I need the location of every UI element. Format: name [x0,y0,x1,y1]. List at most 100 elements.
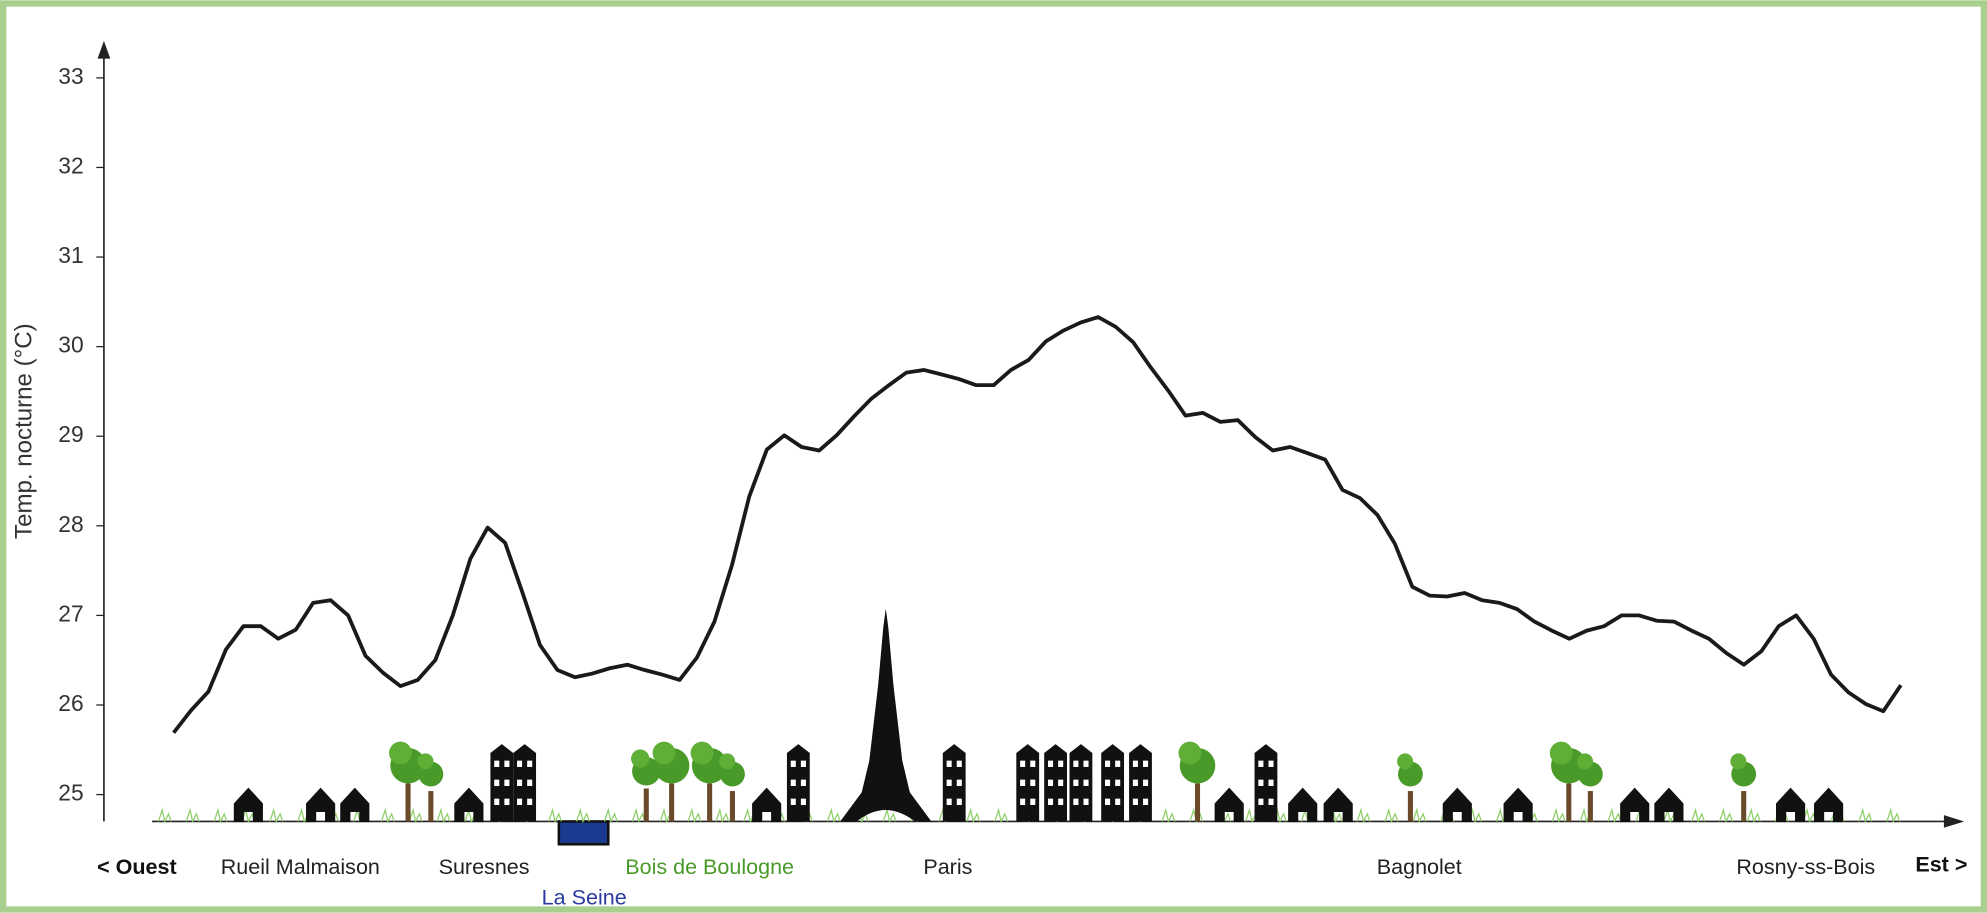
place-label: Rueil Malmaison [221,855,380,879]
house-icon [1654,787,1684,823]
house-icon [1620,787,1650,823]
grass [380,807,395,824]
building-icon [1016,744,1040,822]
building-icon [1129,744,1152,822]
tree-trunk [643,788,649,822]
y-tick-label: 25 [58,780,83,806]
window [1020,798,1026,805]
tree-crown [1549,741,1573,765]
window [1058,798,1064,805]
window [1258,760,1264,767]
window [1258,798,1264,805]
y-axis-label: Temp. nocturne (°C) [11,323,38,539]
tree-trunk [405,783,411,822]
window [527,779,533,786]
tree-crown [1577,753,1594,770]
house-icon [306,787,336,823]
window [1047,760,1054,767]
grass [603,807,618,824]
y-tick-label: 27 [58,600,83,626]
tree-crown [1397,753,1414,770]
window [1020,760,1026,767]
window [1132,779,1138,786]
window [527,760,533,767]
grass [1719,807,1733,824]
tree-trunk [1566,783,1572,822]
window [1115,779,1121,786]
tree-crown [652,741,676,765]
tree-trunk [1407,791,1413,822]
window [1143,798,1149,805]
skyline [157,608,1901,824]
place-label: Est > [1915,852,1967,876]
window [494,779,500,786]
house-icon [1776,787,1806,823]
window [1030,798,1036,805]
grass [1607,807,1622,824]
tree-crown [631,749,650,768]
grass [548,807,562,824]
window [1030,779,1036,786]
window [956,798,962,805]
house-icon [233,787,263,823]
window [517,798,523,805]
building-icon [1254,744,1278,822]
window [504,798,510,805]
grass [1886,807,1901,824]
window [800,798,806,805]
y-tick-label: 26 [58,690,83,716]
window [946,798,952,805]
place-label: Bagnolet [1377,855,1462,879]
window [1268,760,1274,767]
window [1115,798,1121,805]
grass [436,807,451,824]
grass [185,807,200,824]
window [956,760,962,767]
temperature-line [172,315,1903,734]
window [946,760,952,767]
grass [408,807,423,824]
tree-crown [1730,753,1747,770]
tree-trunk [1741,791,1747,822]
window [517,760,523,767]
grass [1412,807,1427,824]
house-icon [752,787,782,823]
place-label: Suresnes [439,855,530,879]
house-icon [1814,787,1844,823]
grass [1746,807,1761,824]
building-icon [1101,744,1125,822]
building-icon [490,744,514,822]
window [1020,779,1026,786]
window [517,779,523,786]
grass [1384,807,1399,824]
building-icon [942,744,966,822]
window [527,798,533,805]
grass [269,807,284,824]
tree-trunk [1587,791,1593,822]
grass [1356,807,1371,824]
window [1132,798,1138,805]
grass [1858,807,1873,824]
window [1047,798,1054,805]
window [790,798,796,805]
x-axis-arrow [1943,815,1965,828]
grass [994,807,1009,824]
house-icon [340,787,370,823]
window [1073,798,1079,805]
tree-trunk [729,791,735,822]
window [1058,779,1064,786]
window [1258,779,1264,786]
window [790,779,796,786]
grass [1691,807,1706,824]
y-axis-arrow [97,40,111,59]
window [1105,779,1111,786]
tree-trunk [669,783,675,822]
window [1115,760,1121,767]
grass [1161,807,1176,824]
window [1105,760,1111,767]
window [1058,760,1064,767]
window [1073,779,1079,786]
window [504,779,510,786]
grass [1551,807,1566,824]
